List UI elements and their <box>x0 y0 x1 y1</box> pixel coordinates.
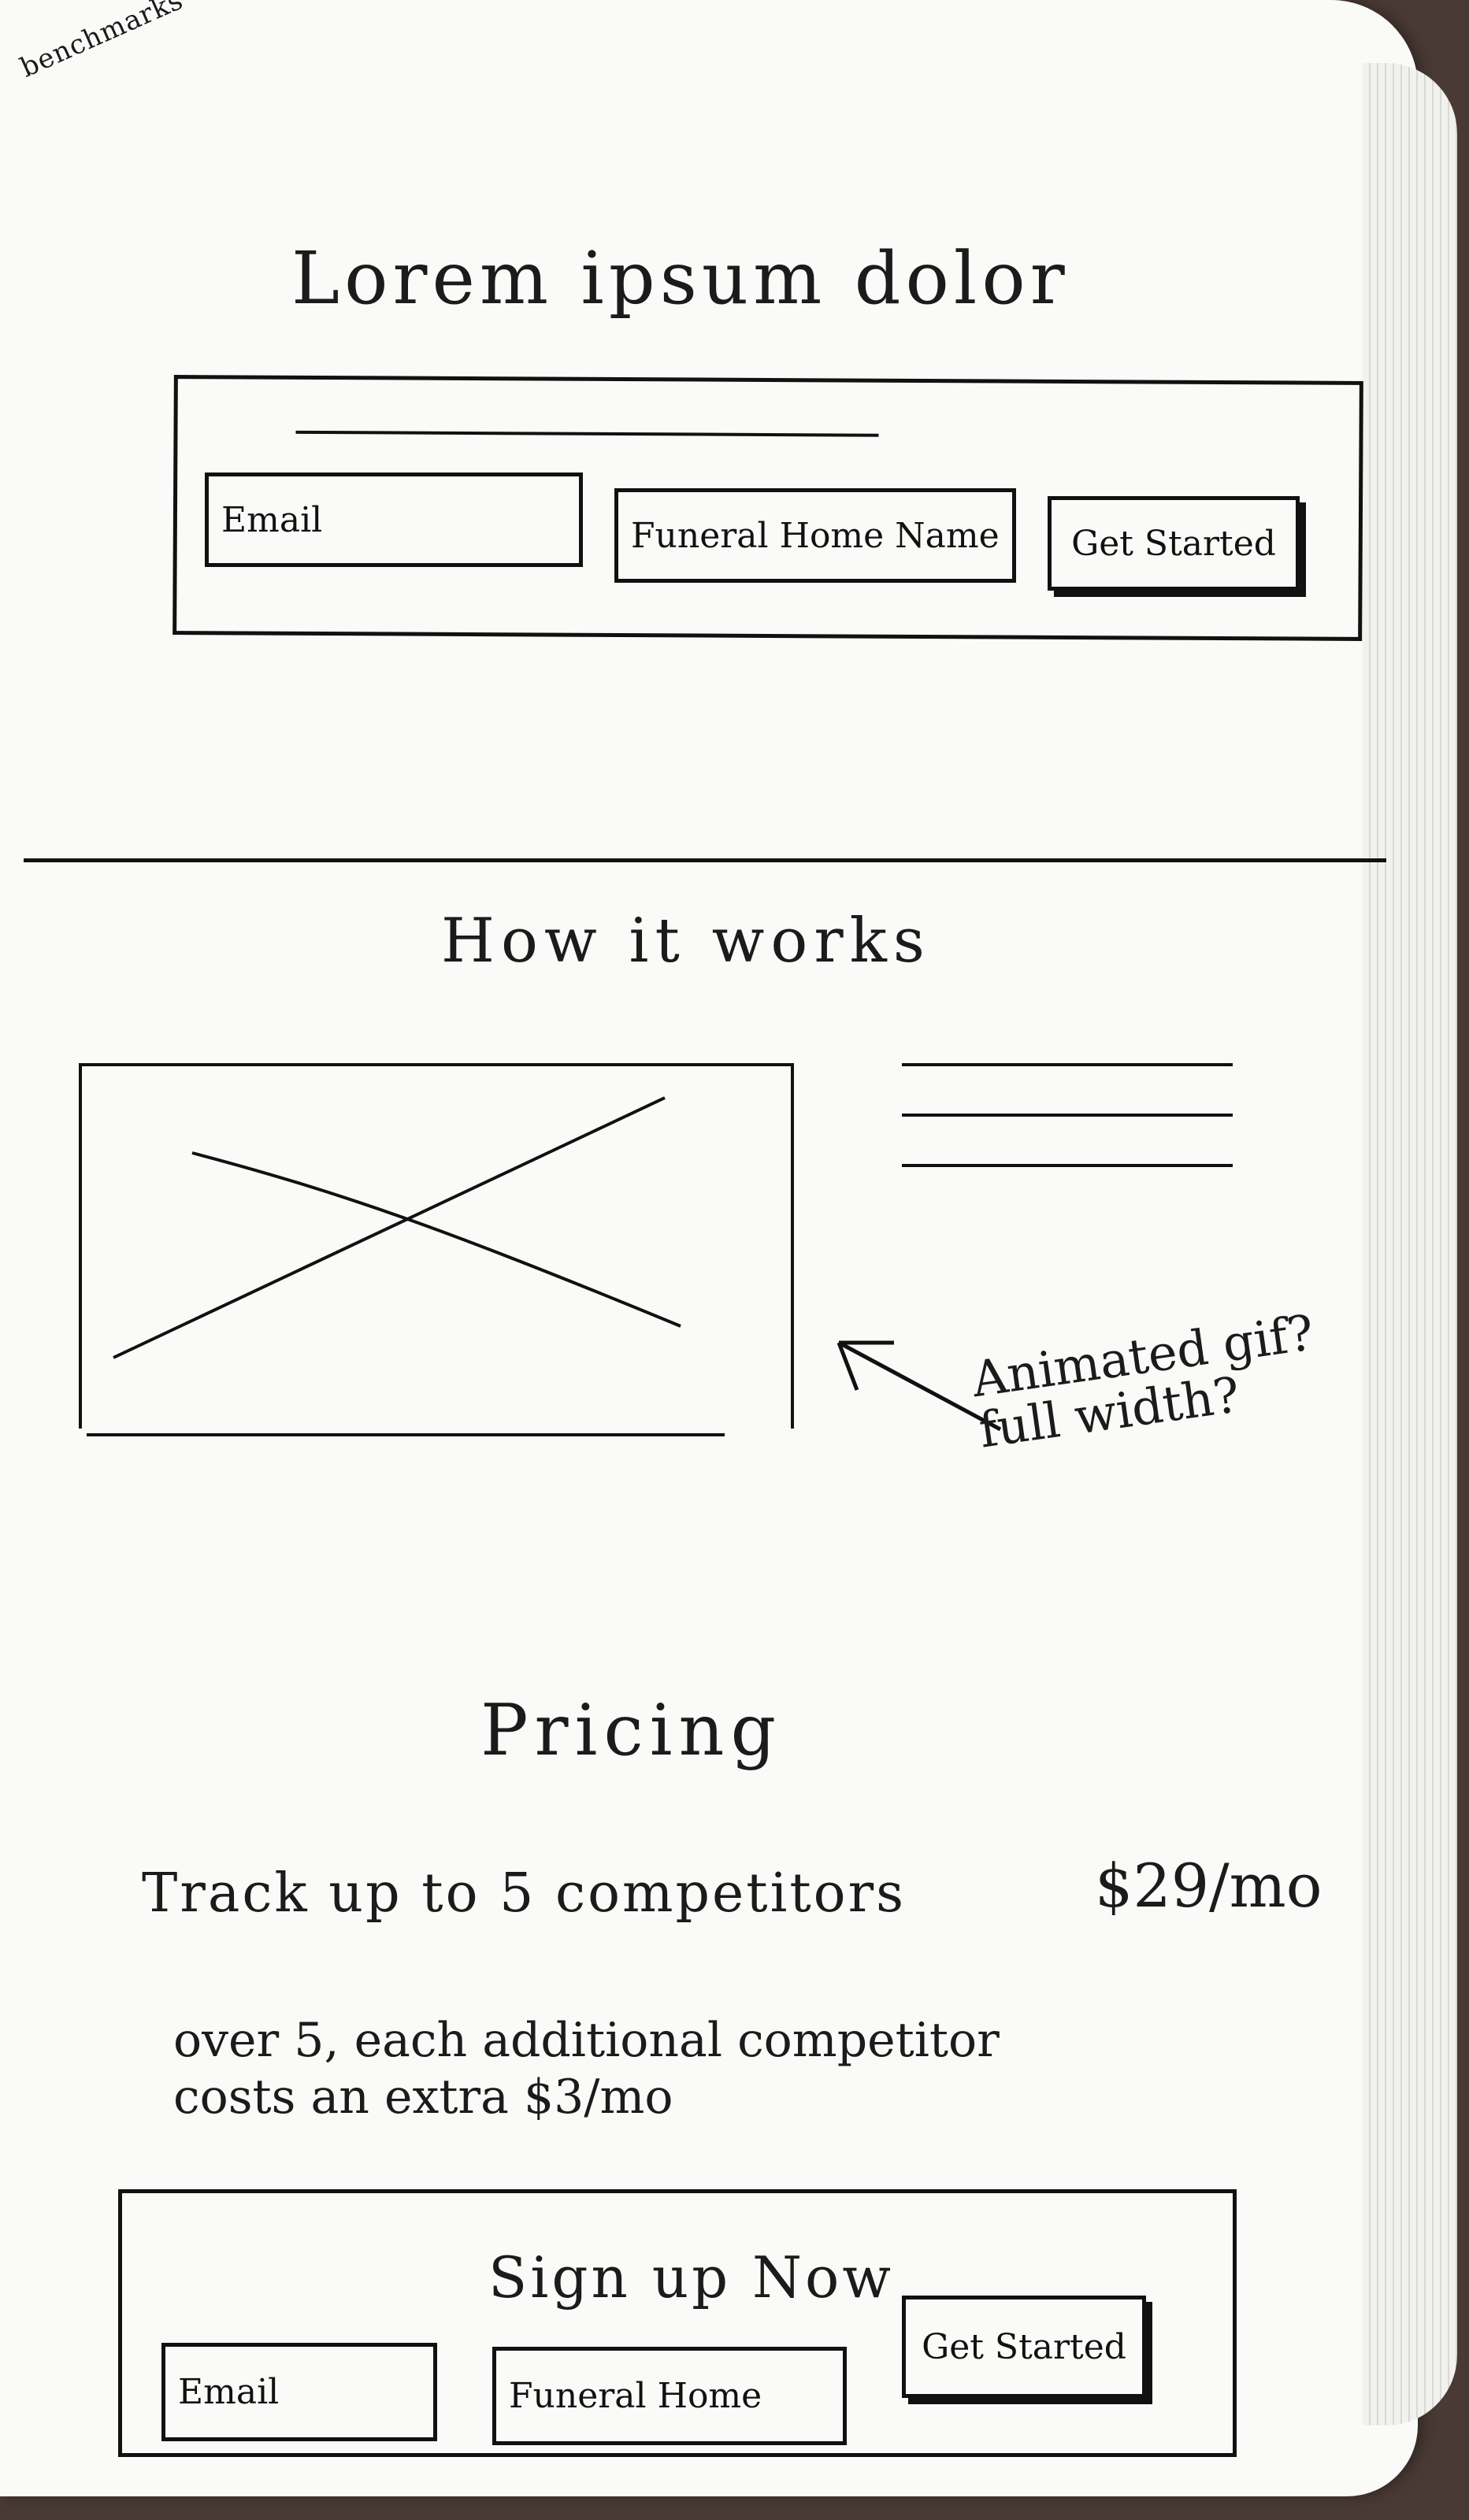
media-caption-line <box>87 1433 725 1436</box>
overage-description: over 5, each additional competitor costs… <box>173 2013 1000 2125</box>
hero-email-input[interactable]: Email <box>205 472 583 567</box>
copy-line <box>902 1114 1233 1117</box>
hero-funeral-home-placeholder: Funeral Home Name <box>631 515 1000 556</box>
animated-gif-placeholder <box>79 1063 794 1429</box>
hero-title: Lorem ipsum dolor <box>291 236 1070 321</box>
sketch-page <box>0 0 1418 2496</box>
hero-get-started-button[interactable]: Get Started <box>1048 496 1300 591</box>
hero-funeral-home-input[interactable]: Funeral Home Name <box>614 488 1016 583</box>
signup-funeral-home-input[interactable]: Funeral Home <box>492 2347 847 2445</box>
signup-get-started-button[interactable]: Get Started <box>902 2296 1146 2398</box>
section-divider <box>24 858 1386 862</box>
annotation-arrow-icon <box>837 1340 1002 1432</box>
signup-email-input[interactable]: Email <box>161 2343 437 2441</box>
how-it-works-copy <box>902 1063 1233 1214</box>
copy-line <box>902 1164 1233 1167</box>
pricing-title: Pricing <box>480 1689 783 1772</box>
how-it-works-title: How it works <box>441 906 931 976</box>
notebook-edge <box>1363 63 1457 2426</box>
signup-title: Sign up Now <box>488 2244 895 2311</box>
hero-email-placeholder: Email <box>221 499 323 540</box>
image-placeholder-icon <box>113 1096 681 1359</box>
signup-panel <box>118 2189 1237 2457</box>
hero-subtitle-line <box>295 430 879 437</box>
plan-description: Track up to 5 competitors <box>142 1862 907 1925</box>
copy-line <box>902 1063 1233 1066</box>
signup-funeral-home-placeholder: Funeral Home <box>509 2376 762 2416</box>
plan-price: $29/mo <box>1095 1851 1322 1921</box>
signup-email-placeholder: Email <box>178 2372 280 2412</box>
